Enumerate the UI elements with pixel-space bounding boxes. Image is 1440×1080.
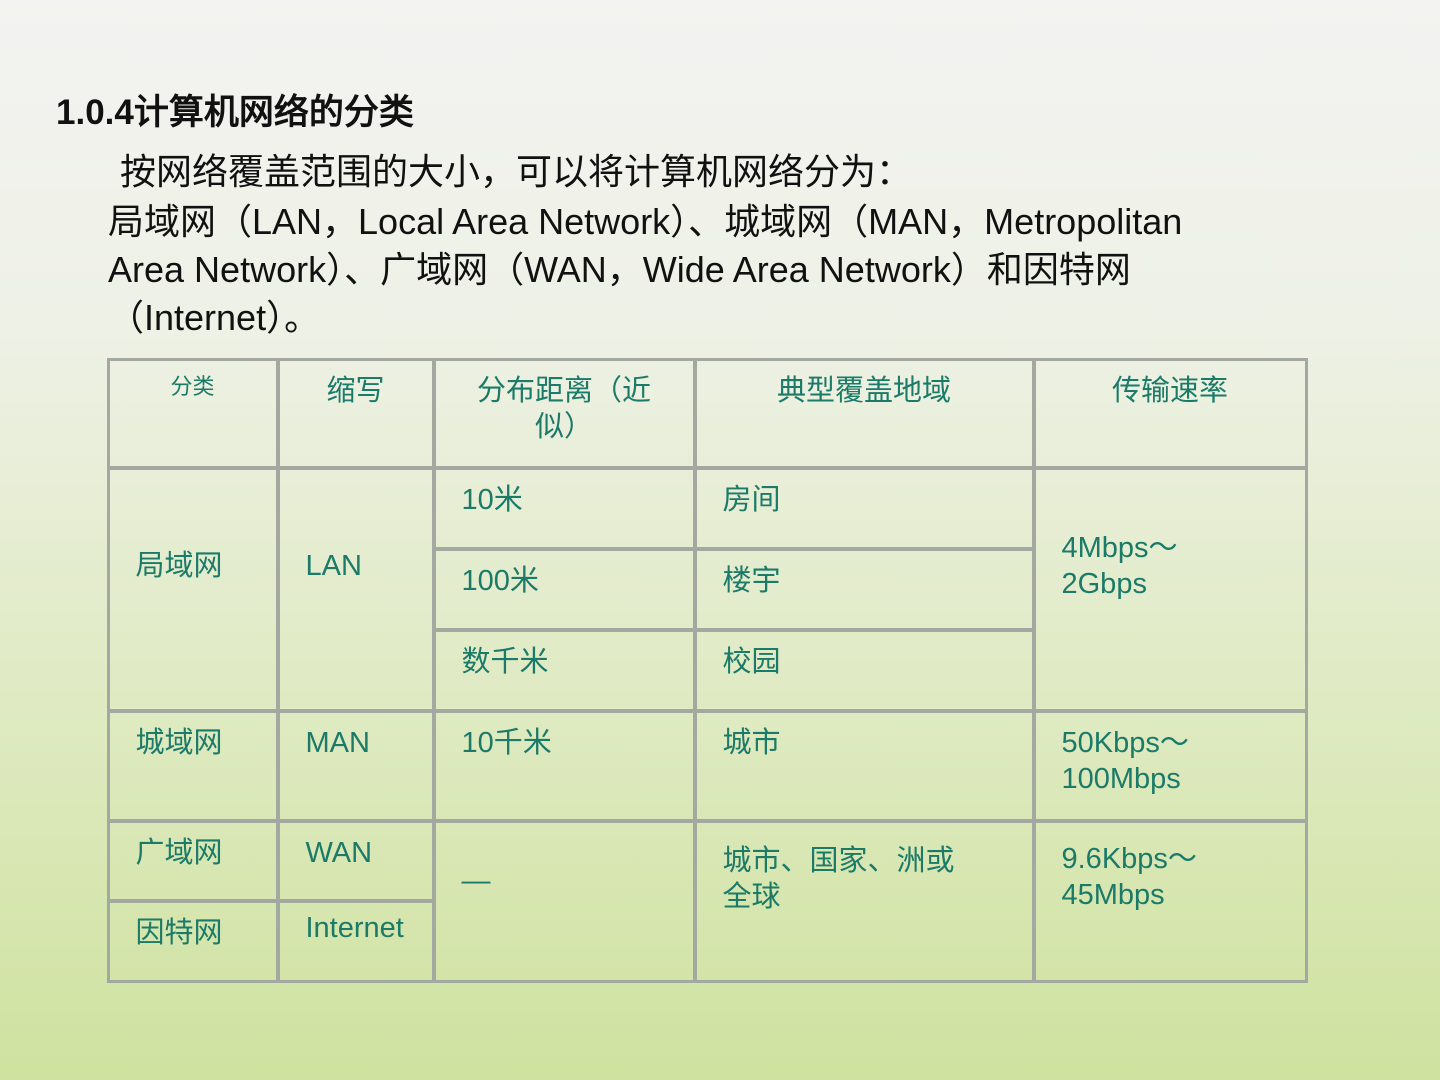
cell-wan-abbr: WAN — [276, 819, 435, 902]
cell-lan-area-2: 楼宇 — [693, 547, 1035, 631]
cell-lan-area-1: 房间 — [693, 466, 1035, 550]
header-abbr: 缩写 — [276, 357, 435, 469]
cell-man-dist: 10千米 — [432, 709, 696, 822]
header-distance: 分布距离（近似） — [432, 357, 696, 469]
cell-lan-dist-2: 100米 — [432, 547, 696, 631]
cell-man-type: 城域网 — [106, 709, 279, 822]
paragraph-line: Area Network）、广域网（WAN，Wide Area Network）… — [108, 249, 1131, 290]
header-category: 分类 — [106, 357, 279, 469]
paragraph-line: （Internet）。 — [108, 297, 321, 338]
paragraph-line: 局域网（LAN，Local Area Network）、城域网（MAN，Metr… — [108, 201, 1183, 242]
cell-wan-area: 城市、国家、洲或全球 — [693, 819, 1035, 983]
header-rate: 传输速率 — [1032, 357, 1308, 469]
cell-internet-abbr: Internet — [276, 899, 435, 983]
cell-man-area: 城市 — [693, 709, 1035, 822]
cell-wan-dist: — — [432, 819, 696, 983]
cell-internet-type: 因特网 — [106, 899, 279, 983]
cell-lan-dist-1: 10米 — [432, 466, 696, 550]
cell-wan-rate: 9.6Kbps～45Mbps — [1032, 819, 1308, 983]
cell-man-abbr: MAN — [276, 709, 435, 822]
cell-wan-type: 广域网 — [106, 819, 279, 902]
cell-lan-type: 局域网 — [106, 466, 279, 712]
cell-lan-rate: 4Mbps～2Gbps — [1032, 466, 1308, 712]
cell-man-rate: 50Kbps～100Mbps — [1032, 709, 1308, 822]
paragraph-line: 按网络覆盖范围的大小，可以将计算机网络分为： — [120, 151, 913, 192]
header-area: 典型覆盖地域 — [693, 357, 1035, 469]
cell-lan-area-3: 校园 — [693, 628, 1035, 712]
slide-title: 1.0.4计算机网络的分类 — [56, 93, 414, 132]
cell-lan-abbr: LAN — [276, 466, 435, 712]
cell-lan-dist-3: 数千米 — [432, 628, 696, 712]
